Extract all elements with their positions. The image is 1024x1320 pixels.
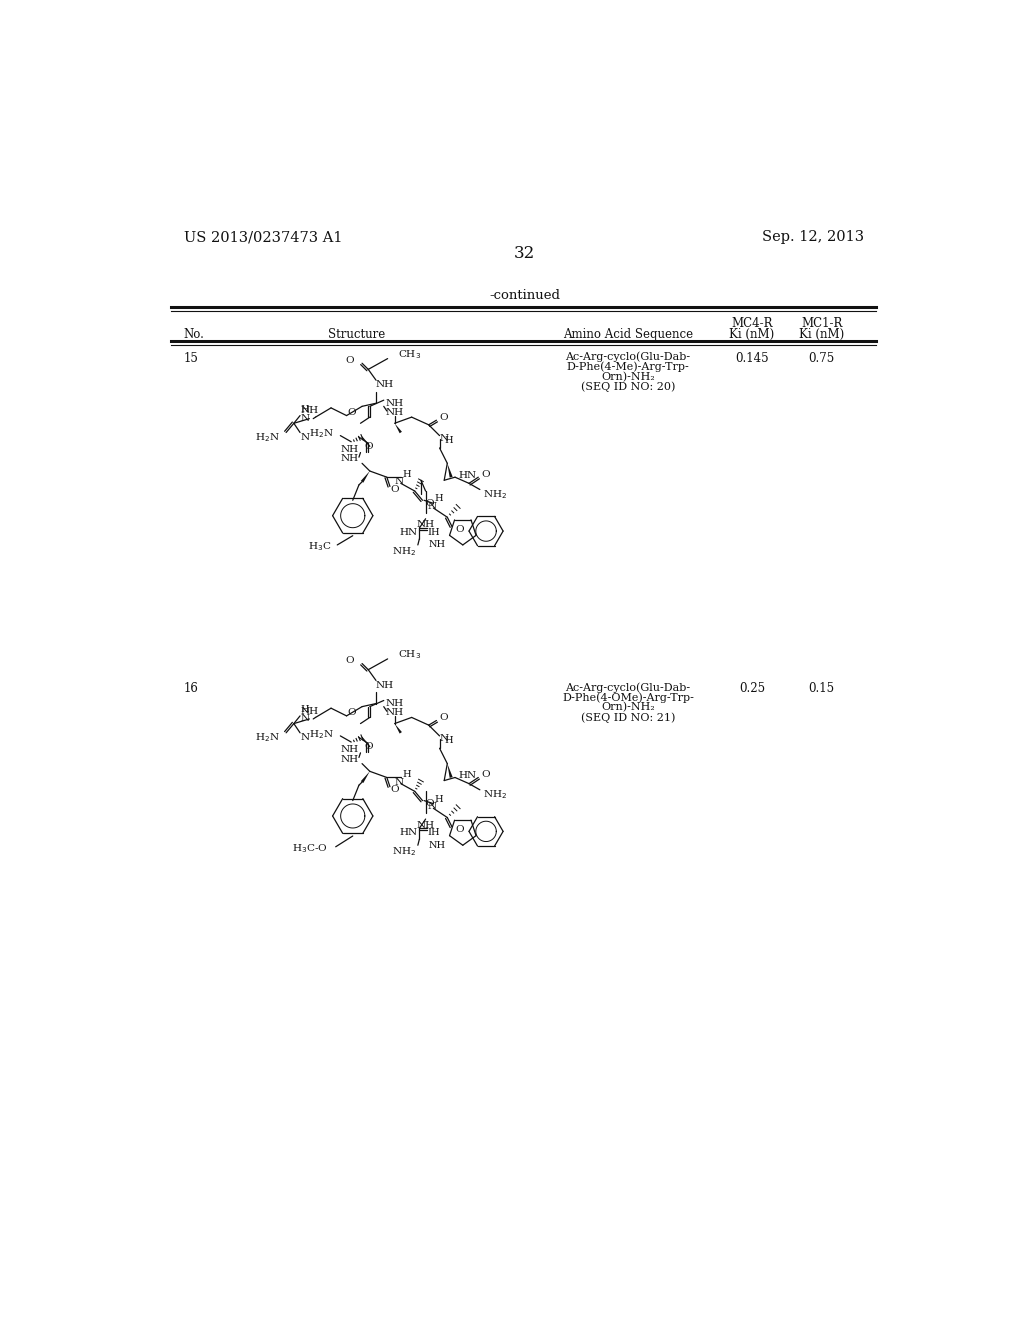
Text: Orn)-NH₂: Orn)-NH₂	[601, 372, 654, 381]
Text: Orn)-NH₂: Orn)-NH₂	[601, 702, 654, 713]
Text: O: O	[347, 709, 356, 717]
Polygon shape	[447, 763, 453, 777]
Text: N: N	[300, 733, 309, 742]
Text: H: H	[301, 705, 309, 714]
Text: HN: HN	[458, 771, 476, 780]
Text: NH: NH	[429, 841, 445, 850]
Text: H$_2$N: H$_2$N	[255, 731, 280, 744]
Text: H$_3$C-O: H$_3$C-O	[293, 842, 328, 855]
Text: O: O	[365, 742, 373, 751]
Text: NH: NH	[385, 399, 403, 408]
Text: O: O	[390, 484, 398, 494]
Text: NH: NH	[417, 821, 434, 829]
Text: D-Phe(4-Me)-Arg-Trp-: D-Phe(4-Me)-Arg-Trp-	[566, 362, 689, 372]
Text: Ki (nM): Ki (nM)	[799, 327, 844, 341]
Text: NH: NH	[341, 445, 359, 454]
Text: H: H	[402, 770, 411, 779]
Text: H: H	[435, 494, 443, 503]
Text: NH: NH	[376, 380, 394, 389]
Text: N: N	[300, 714, 309, 723]
Text: NH: NH	[341, 755, 359, 763]
Text: H$_2$N: H$_2$N	[255, 430, 280, 444]
Text: 0.25: 0.25	[738, 682, 765, 696]
Text: NH$_2$: NH$_2$	[483, 788, 507, 801]
Text: O: O	[347, 408, 356, 417]
Text: Ac-Arg-cyclo(Glu-Dab-: Ac-Arg-cyclo(Glu-Dab-	[565, 682, 690, 693]
Polygon shape	[360, 471, 370, 483]
Text: NH: NH	[429, 540, 445, 549]
Text: O: O	[481, 770, 490, 779]
Text: O: O	[346, 656, 354, 665]
Text: H: H	[435, 795, 443, 804]
Text: Ki (nM): Ki (nM)	[729, 327, 774, 341]
Text: Amino Acid Sequence: Amino Acid Sequence	[563, 327, 693, 341]
Polygon shape	[394, 723, 402, 734]
Text: H$_2$N: H$_2$N	[309, 727, 334, 741]
Text: O: O	[390, 785, 398, 795]
Text: HN: HN	[399, 528, 418, 537]
Text: H: H	[301, 405, 309, 414]
Text: Structure: Structure	[328, 327, 385, 341]
Text: 0.145: 0.145	[735, 351, 769, 364]
Text: 0.15: 0.15	[809, 682, 835, 696]
Text: 15: 15	[183, 351, 199, 364]
Text: NH: NH	[341, 746, 359, 754]
Text: (SEQ ID NO: 21): (SEQ ID NO: 21)	[581, 711, 675, 722]
Text: (SEQ ID NO: 20): (SEQ ID NO: 20)	[581, 381, 675, 392]
Text: O: O	[346, 355, 354, 364]
Text: NH: NH	[385, 709, 403, 717]
Text: HN: HN	[399, 829, 418, 837]
Text: NH$_2$: NH$_2$	[483, 487, 507, 500]
Text: O: O	[481, 470, 490, 479]
Text: -continued: -continued	[489, 289, 560, 302]
Text: O: O	[439, 713, 449, 722]
Text: NH: NH	[341, 454, 359, 463]
Text: H$_2$N: H$_2$N	[309, 428, 334, 441]
Text: 16: 16	[183, 682, 199, 696]
Text: N: N	[439, 434, 449, 444]
Text: MC1-R: MC1-R	[801, 317, 843, 330]
Text: N: N	[300, 414, 309, 424]
Text: CH$_3$: CH$_3$	[397, 648, 421, 661]
Text: CH$_3$: CH$_3$	[397, 348, 421, 362]
Text: N: N	[439, 734, 449, 743]
Text: O: O	[426, 799, 434, 808]
Text: NH: NH	[300, 407, 318, 416]
Text: O: O	[426, 499, 434, 508]
Polygon shape	[360, 771, 370, 783]
Text: O: O	[455, 825, 464, 834]
Polygon shape	[447, 463, 453, 478]
Text: NH: NH	[385, 700, 403, 708]
Text: NH: NH	[417, 520, 434, 529]
Polygon shape	[394, 424, 402, 433]
Text: Ac-Arg-cyclo(Glu-Dab-: Ac-Arg-cyclo(Glu-Dab-	[565, 351, 690, 362]
Text: N: N	[394, 478, 403, 486]
Text: NH$_2$: NH$_2$	[392, 545, 417, 558]
Text: N: N	[427, 502, 436, 511]
Text: NH: NH	[376, 681, 394, 689]
Text: NH$_2$: NH$_2$	[392, 845, 417, 858]
Text: IH: IH	[427, 528, 439, 537]
Text: NH: NH	[300, 706, 318, 715]
Text: O: O	[439, 413, 449, 421]
Text: Sep. 12, 2013: Sep. 12, 2013	[762, 230, 864, 244]
Text: US 2013/0237473 A1: US 2013/0237473 A1	[183, 230, 342, 244]
Text: 0.75: 0.75	[809, 351, 835, 364]
Text: N: N	[300, 433, 309, 442]
Text: N: N	[394, 777, 403, 787]
Text: IH: IH	[427, 829, 439, 837]
Text: H$_3$C: H$_3$C	[307, 540, 331, 553]
Text: NH: NH	[385, 408, 403, 417]
Text: O: O	[365, 442, 373, 451]
Text: 32: 32	[514, 246, 536, 263]
Text: N: N	[427, 803, 436, 812]
Text: MC4-R: MC4-R	[731, 317, 773, 330]
Text: HN: HN	[458, 471, 476, 480]
Text: H: H	[444, 737, 453, 744]
Text: D-Phe(4-OMe)-Arg-Trp-: D-Phe(4-OMe)-Arg-Trp-	[562, 692, 694, 702]
Text: H: H	[402, 470, 411, 479]
Text: H: H	[444, 436, 453, 445]
Text: O: O	[455, 525, 464, 535]
Text: No.: No.	[183, 327, 205, 341]
